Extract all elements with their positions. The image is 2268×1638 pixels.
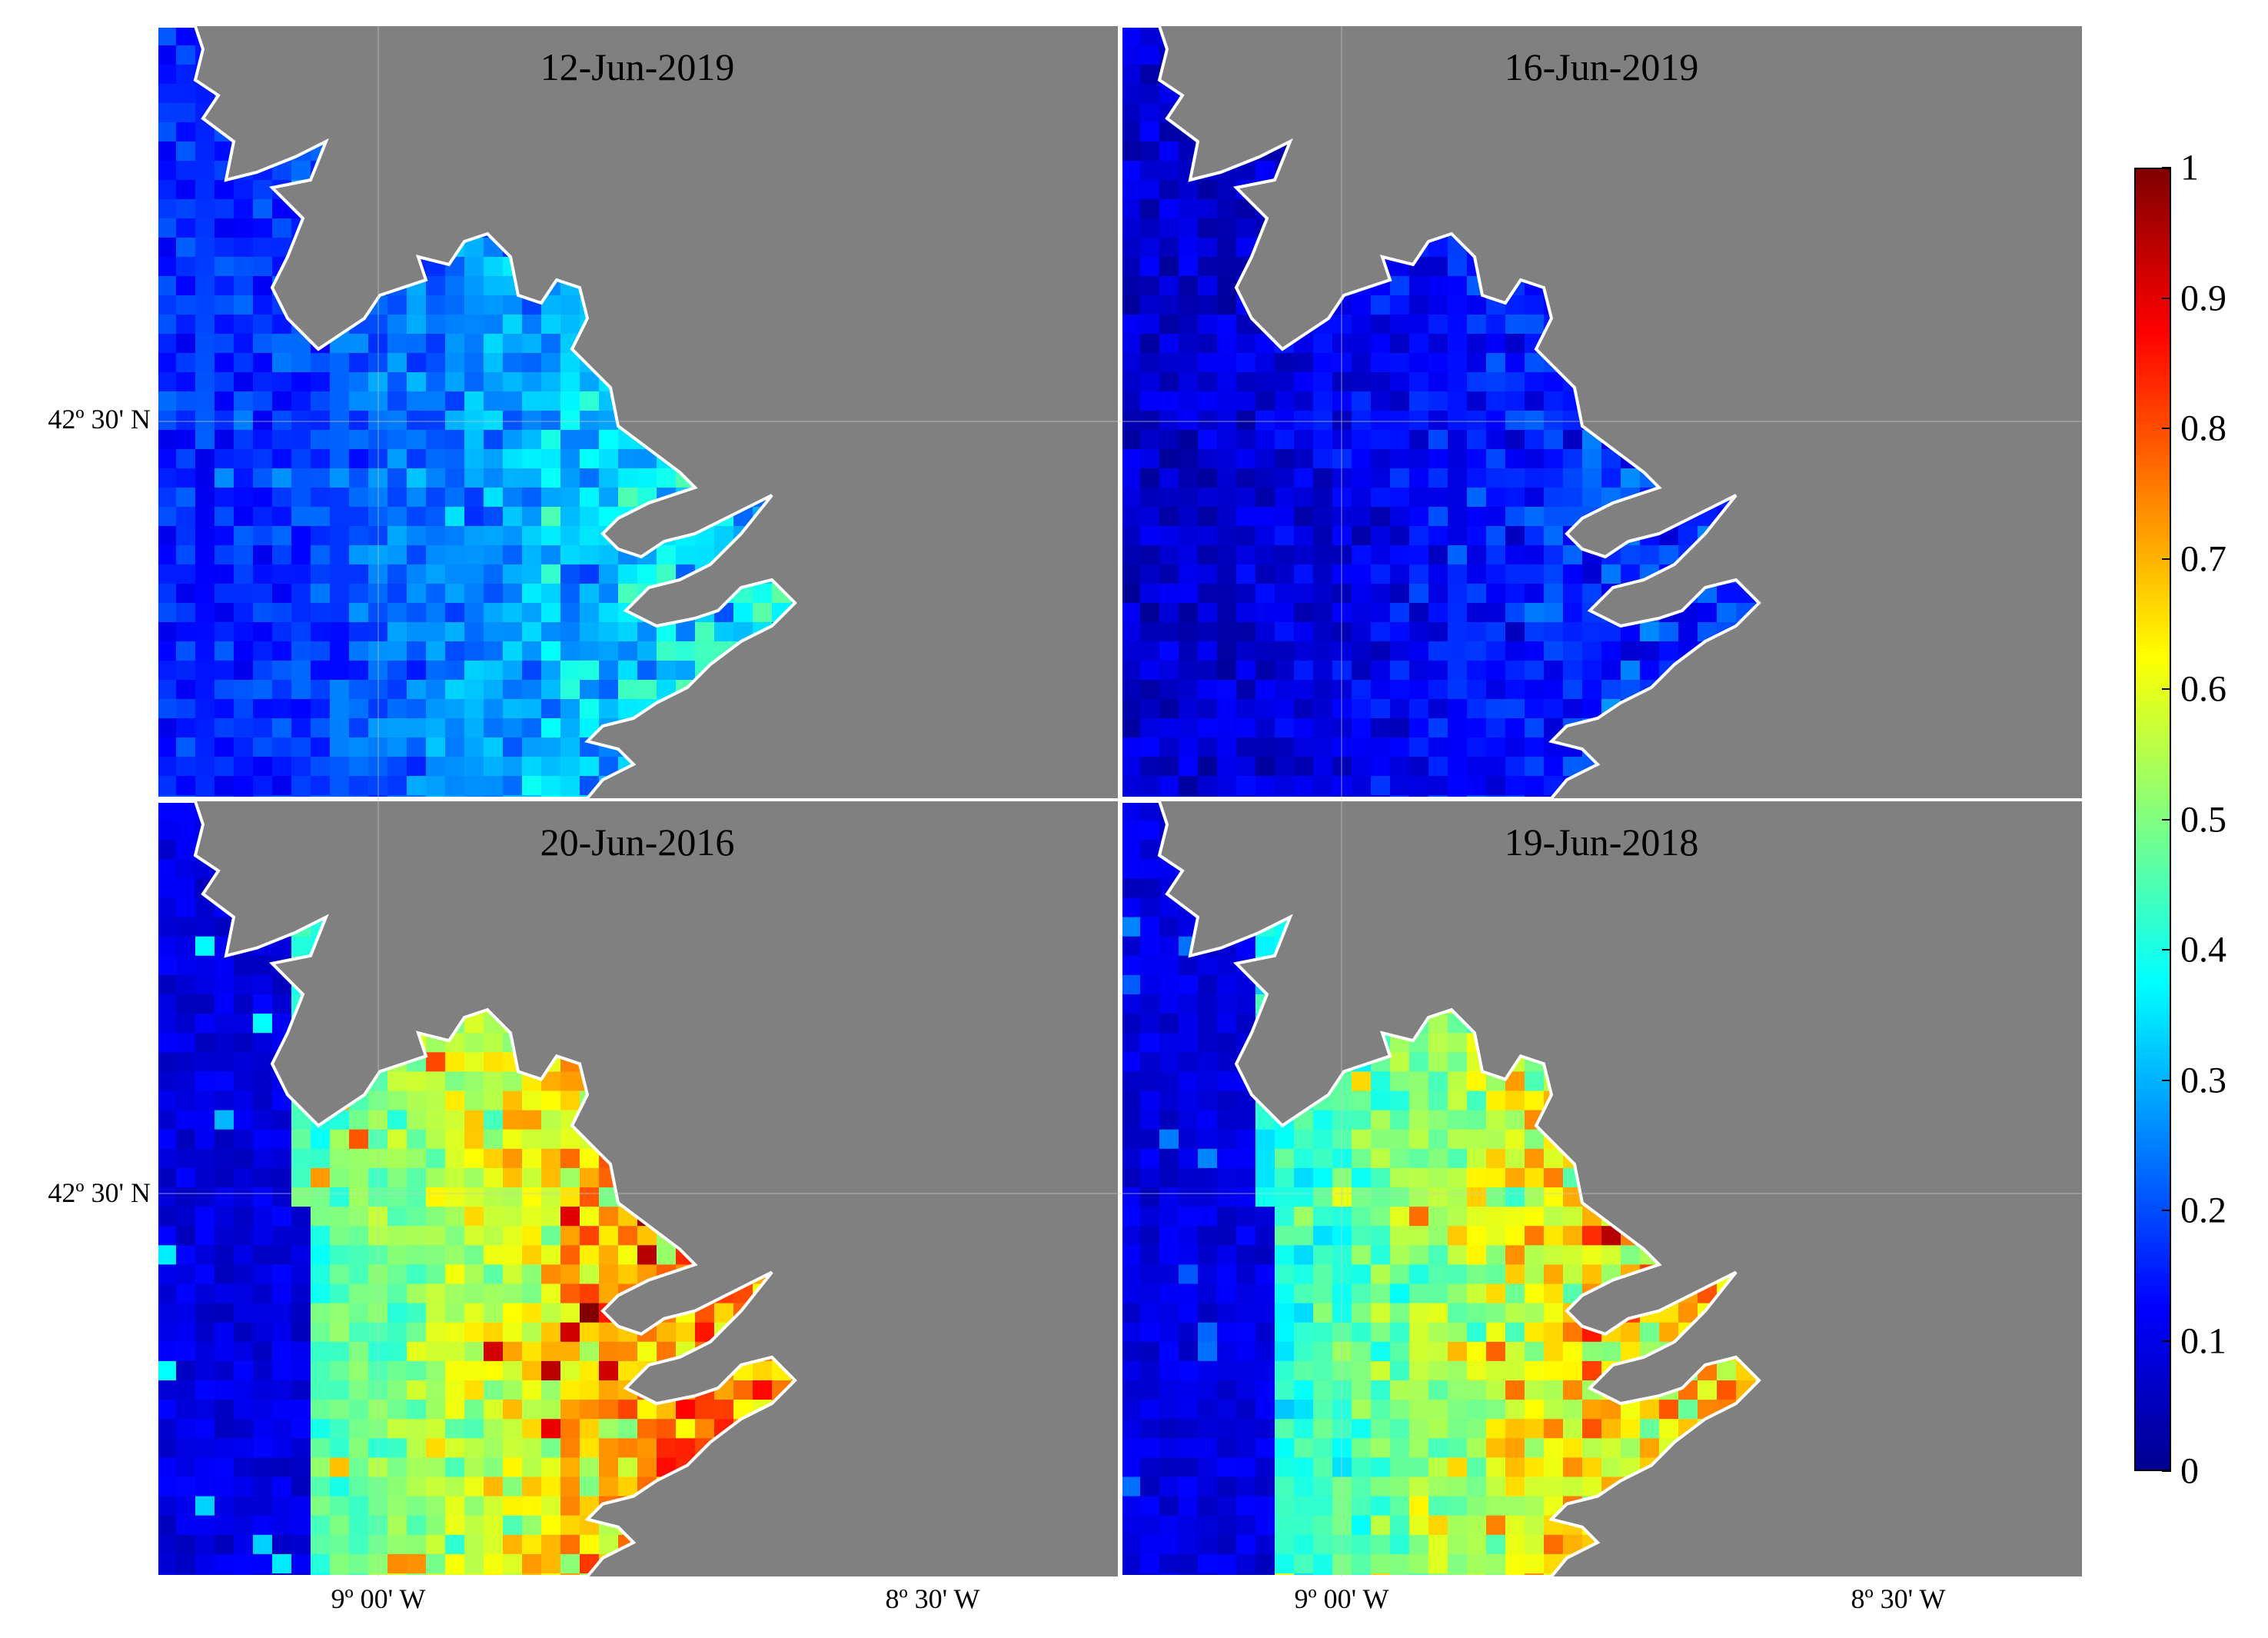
colorbar-tick-mark <box>2162 297 2171 299</box>
graticule-lon-1 <box>377 26 379 1576</box>
colorbar-tick-label: 0 <box>2180 1450 2199 1492</box>
colorbar-tick-mark <box>2162 688 2171 690</box>
colorbar-tick-label: 0.5 <box>2180 799 2226 840</box>
coastline <box>1121 801 1761 1576</box>
colorbar-tick-label: 0.8 <box>2180 408 2226 449</box>
colorbar-tick-mark <box>2162 949 2171 951</box>
map-panel-4: 19-Jun-2018 <box>1121 801 2082 1576</box>
map-panel-2: 16-Jun-2019 <box>1121 26 2082 798</box>
sea-colour-field <box>1121 26 1759 798</box>
latitude-label: 42º 30' N <box>48 404 151 434</box>
sea-colour-field <box>157 801 795 1576</box>
colorbar-tick-label: 0.9 <box>2180 278 2226 318</box>
sea-colour-field <box>157 26 795 798</box>
longitude-label: 9º 00' W <box>1294 1583 1389 1614</box>
colorbar-tick-mark <box>2162 1340 2171 1342</box>
colorbar-tick-label: 0.3 <box>2180 1060 2226 1100</box>
map-panel-3-image <box>157 801 797 1576</box>
colorbar-tick-label: 0.1 <box>2180 1320 2226 1361</box>
coastline <box>157 26 797 798</box>
graticule-lon-2 <box>1341 26 1342 1576</box>
colorbar-tick-label: 0.7 <box>2180 538 2226 579</box>
colorbar-tick-mark <box>2162 558 2171 560</box>
panel-title: 20-Jun-2016 <box>540 821 735 864</box>
sea-colour-field <box>1121 801 1759 1576</box>
graticule-lat-bottom <box>157 1193 2082 1194</box>
colorbar-tick-mark <box>2162 1210 2171 1211</box>
coastline <box>1121 26 1761 798</box>
map-panel-2-image <box>1121 26 1761 798</box>
map-panel-1-image <box>157 26 797 798</box>
panel-title: 12-Jun-2019 <box>540 45 735 88</box>
colorbar-tick-mark <box>2162 1470 2171 1472</box>
latitude-label: 42º 30' N <box>48 1177 151 1208</box>
colorbar-tick-mark <box>2162 167 2171 168</box>
coastline <box>157 801 797 1576</box>
colorbar-tick-label: 0.6 <box>2180 668 2226 710</box>
colorbar-tick-label: 1 <box>2180 147 2199 188</box>
panel-title: 19-Jun-2018 <box>1504 821 1699 864</box>
map-panel-4-image <box>1121 801 1761 1576</box>
colorbar-tick-label: 0.4 <box>2180 929 2226 970</box>
graticule-lat-top <box>157 421 2082 422</box>
colorbar-tick-label: 0.2 <box>2180 1190 2226 1231</box>
colorbar-tick-mark <box>2162 428 2171 429</box>
map-panel-3: 20-Jun-2016 <box>157 801 1118 1576</box>
longitude-label: 8º 30' W <box>1851 1583 1946 1614</box>
longitude-label: 9º 00' W <box>331 1583 426 1614</box>
longitude-label: 8º 30' W <box>885 1583 980 1614</box>
colorbar-tick-mark <box>2162 1079 2171 1081</box>
map-panel-1: 12-Jun-2019 <box>157 26 1118 798</box>
panel-title: 16-Jun-2019 <box>1504 45 1699 88</box>
colorbar-tick-mark <box>2162 818 2171 821</box>
